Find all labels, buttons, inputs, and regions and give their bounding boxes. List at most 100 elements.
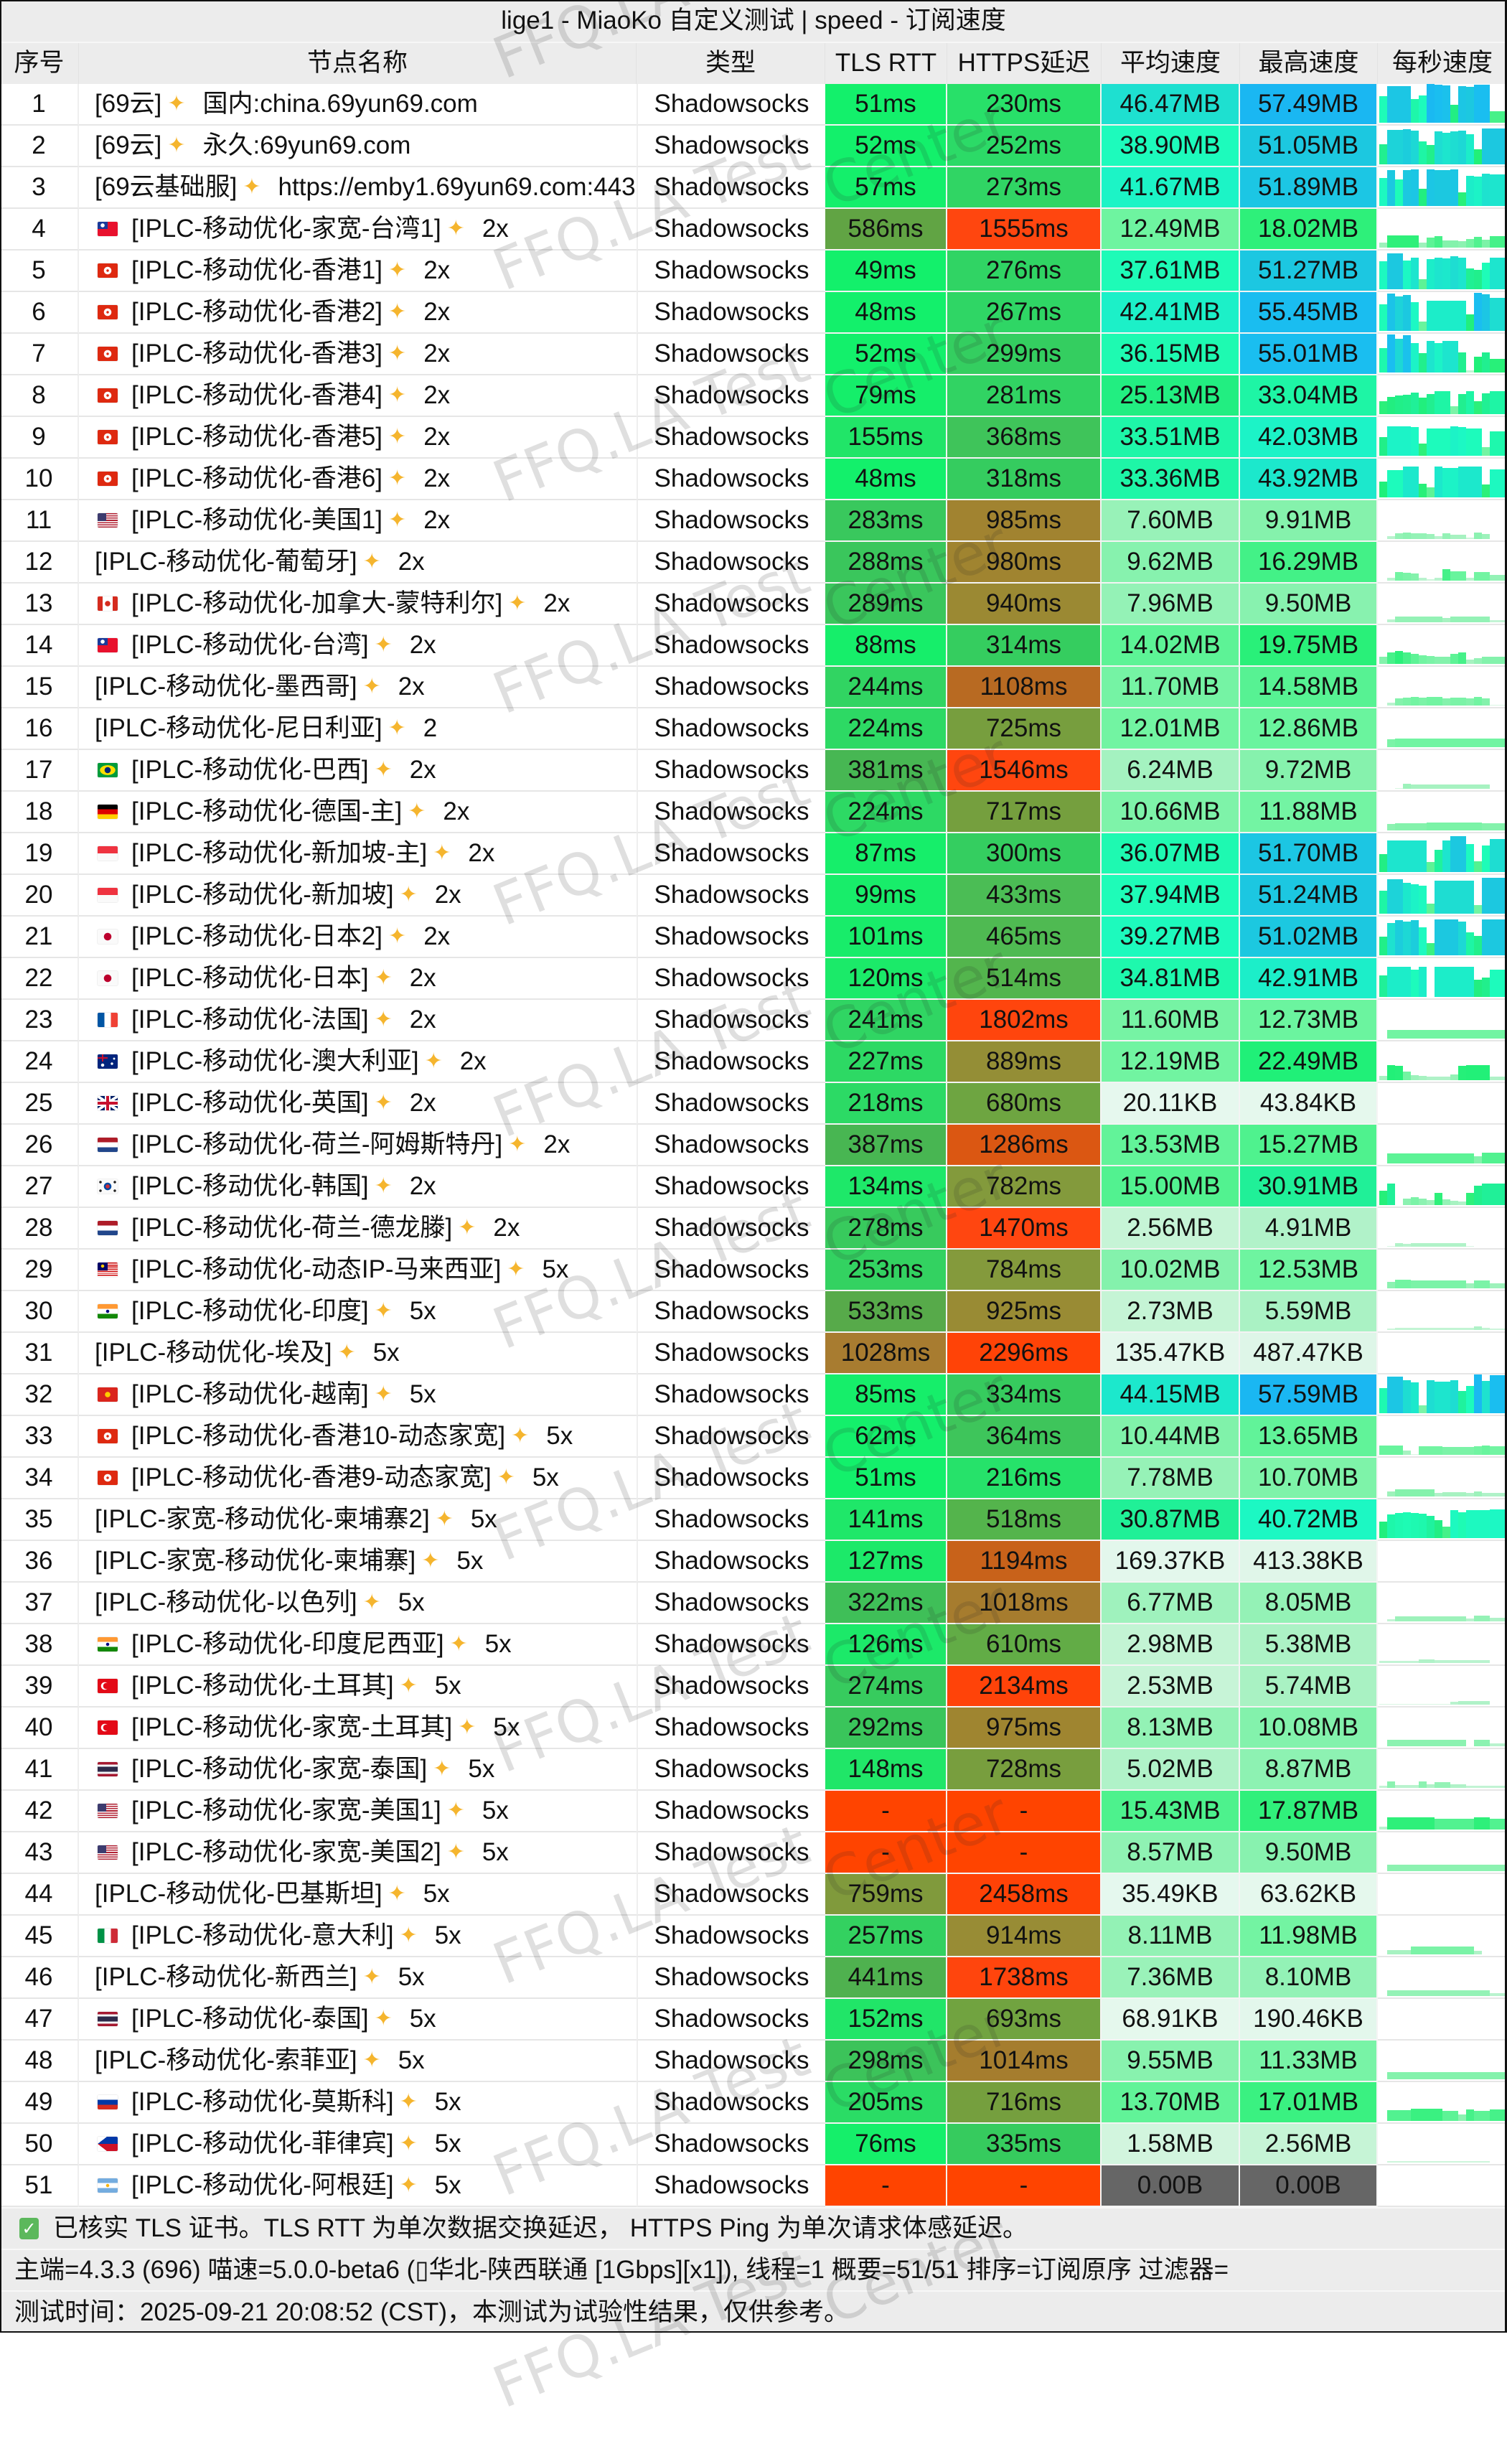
sparkline-bar <box>1474 1030 1482 1039</box>
row-seq: 34 <box>0 1458 79 1499</box>
sparkline-bar <box>1387 879 1395 914</box>
sparkline-bar <box>1387 652 1395 664</box>
row-seq: 3 <box>0 167 79 209</box>
max-speed-cell: 18.02MB <box>1240 209 1378 250</box>
sparkline-bar <box>1403 1380 1411 1413</box>
sparkline-bar <box>1458 427 1466 456</box>
sparkline-bar <box>1442 881 1450 914</box>
tls-rtt-cell: 126ms <box>825 1624 947 1666</box>
sparkline-bar <box>1403 426 1411 456</box>
node-name-label: [IPLC-移动优化-韩国] <box>131 1172 369 1200</box>
sparkle-icon: ✦ <box>374 1299 393 1323</box>
node-type: Shadowsocks <box>637 1000 825 1041</box>
avg-speed-cell: 2.98MB <box>1102 1624 1240 1666</box>
node-name-suffix: https://emby1.69yun69.com:443 <box>278 173 636 201</box>
node-name-suffix: 2x <box>423 256 451 284</box>
sparkline-bar <box>1466 1386 1474 1413</box>
row-seq: 40 <box>0 1708 79 1749</box>
sparkline-bar <box>1419 2072 1427 2079</box>
sparkline-bar <box>1411 784 1419 789</box>
sparkline-bar <box>1482 1493 1490 1496</box>
sparkline-bar <box>1474 935 1482 955</box>
sparkline-bar <box>1466 578 1474 581</box>
sparkline-bar <box>1403 1990 1411 1996</box>
sparkline-bar <box>1458 1243 1466 1247</box>
node-name-label: [IPLC-移动优化-印度] <box>131 1297 369 1325</box>
avg-speed-cell: 38.90MB <box>1102 126 1240 167</box>
tls-rtt-cell: - <box>825 1832 947 1874</box>
sparkline-bar <box>1419 1659 1427 1663</box>
sparkline-bar <box>1427 656 1435 664</box>
tls-rtt-cell: 1028ms <box>825 1333 947 1374</box>
sparkline-bar <box>1466 538 1474 539</box>
sparkline-bar <box>1490 358 1498 373</box>
sparkline-bar <box>1450 739 1458 747</box>
sparkline-bar <box>1419 141 1427 164</box>
node-name-cell: [IPLC-移动优化-香港5] ✦ 2x <box>79 417 637 459</box>
table-row: 24 [IPLC-移动优化-澳大利亚] ✦ 2x Shadowsocks 227ms 889… <box>0 1041 1507 1083</box>
sparkline-bar <box>1435 2072 1442 2079</box>
tls-rtt-cell: 322ms <box>825 1583 947 1624</box>
tls-rtt-cell: 49ms <box>825 250 947 292</box>
sparkline-bar <box>1395 1489 1403 1496</box>
sparkline-bar <box>1450 1328 1458 1330</box>
sparkline-bar <box>1435 1153 1442 1163</box>
node-type: Shadowsocks <box>637 292 825 334</box>
max-speed-cell: 63.62KB <box>1240 1874 1378 1916</box>
table-row: 1 [69云] ✦ 国内:china.69yun69.com Shadowsocks 51… <box>0 84 1507 126</box>
sparkline-bar <box>1403 967 1411 997</box>
per-second-sparkline <box>1378 625 1507 667</box>
https-latency-cell: 299ms <box>947 334 1102 375</box>
node-name-suffix: 5x <box>434 1921 461 1949</box>
node-name-cell: [IPLC-移动优化-加拿大-蒙特利尔] ✦ 2x <box>79 584 637 625</box>
avg-speed-cell: 8.11MB <box>1102 1916 1240 1957</box>
sparkline-bar <box>1419 655 1427 664</box>
sparkline-bar <box>1442 967 1450 997</box>
sparkline-bar <box>1442 569 1450 581</box>
sparkline-bar <box>1387 86 1395 123</box>
node-name-label: [IPLC-移动优化-香港2] <box>131 298 383 326</box>
sparkline-bar <box>1427 238 1435 248</box>
avg-speed-cell: 25.13MB <box>1102 375 1240 417</box>
sparkline-bar <box>1450 698 1458 706</box>
sparkline-bar <box>1387 2072 1395 2079</box>
sparkline-bar <box>1450 104 1458 123</box>
flag-sg-icon <box>98 846 118 861</box>
sparkline-bar <box>1450 2111 1458 2121</box>
sparkline-bar <box>1403 1030 1411 1039</box>
sparkline-bar <box>1466 1447 1474 1455</box>
sparkle-icon: ✦ <box>388 467 407 490</box>
tls-rtt-cell: 99ms <box>825 875 947 917</box>
sparkline-bar <box>1450 2161 1458 2163</box>
per-second-sparkline <box>1378 459 1507 500</box>
flag-nl-icon <box>98 1221 118 1235</box>
avg-speed-cell: 33.36MB <box>1102 459 1240 500</box>
row-seq: 45 <box>0 1916 79 1957</box>
sparkle-icon: ✦ <box>374 1382 393 1406</box>
node-type: Shadowsocks <box>637 1125 825 1166</box>
sparkline-bar <box>1395 130 1403 164</box>
table-row: 30 [IPLC-移动优化-印度] ✦ 5x Shadowsocks 533ms 925ms… <box>0 1291 1507 1333</box>
tls-rtt-cell: 120ms <box>825 958 947 1000</box>
node-name-label: [IPLC-移动优化-索菲亚] <box>95 2046 357 2074</box>
sparkline-bar <box>1442 1199 1450 1205</box>
sparkline-bar <box>1435 1660 1442 1663</box>
node-type: Shadowsocks <box>637 1166 825 1208</box>
sparkline-bar <box>1387 1377 1395 1413</box>
sparkline-bar <box>1450 1784 1458 1788</box>
per-second-sparkline <box>1378 708 1507 750</box>
node-name-cell: [IPLC-移动优化-韩国] ✦ 2x <box>79 1166 637 1208</box>
node-name-label: [IPLC-移动优化-日本2] <box>131 922 383 950</box>
table-row: 34 [IPLC-移动优化-香港9-动态家宽] ✦ 5x Shadowsocks 51ms… <box>0 1458 1507 1499</box>
sparkle-icon: ✦ <box>388 342 407 365</box>
avg-speed-cell: 10.02MB <box>1102 1250 1240 1291</box>
table-row: 36 [IPLC-家宽-移动优化-柬埔寨] ✦ 5x Shadowsocks 127ms 1… <box>0 1541 1507 1583</box>
node-name-label: [IPLC-移动优化-香港9-动态家宽] <box>131 1463 492 1491</box>
max-speed-cell: 42.03MB <box>1240 417 1378 459</box>
node-type: Shadowsocks <box>637 1083 825 1125</box>
node-name-suffix: 2x <box>423 339 451 367</box>
sparkline-bar <box>1482 447 1490 456</box>
sparkline-bar <box>1395 572 1403 581</box>
node-name-cell: [IPLC-移动优化-家宽-美国1] ✦ 5x <box>79 1791 637 1832</box>
sparkline-bar <box>1419 784 1427 789</box>
